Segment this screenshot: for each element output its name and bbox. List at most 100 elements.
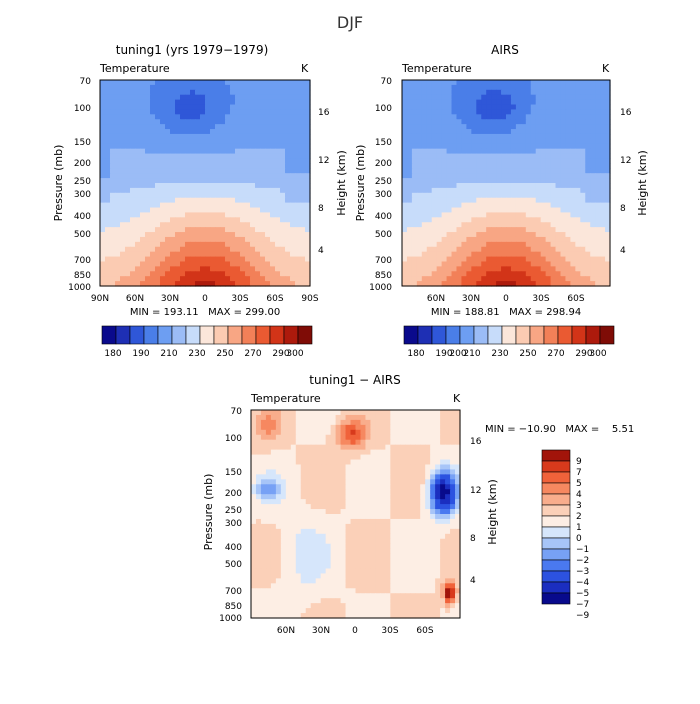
- field-cell: [135, 281, 141, 287]
- field-cell: [510, 148, 517, 155]
- field-cell: [466, 266, 472, 272]
- field-cell: [411, 261, 418, 267]
- field-cell: [431, 281, 438, 287]
- field-cell: [190, 104, 196, 111]
- colorbar-label: 270: [547, 349, 564, 359]
- field-cell: [265, 99, 271, 106]
- field-cell: [190, 276, 196, 282]
- field-cell: [390, 424, 396, 431]
- field-cell: [520, 99, 527, 106]
- field-cell: [450, 474, 456, 480]
- field-cell: [300, 410, 307, 416]
- field-cell: [496, 173, 502, 179]
- field-cell: [486, 168, 492, 174]
- field-cell: [130, 80, 136, 86]
- field-cell: [605, 99, 611, 106]
- field-cell: [155, 202, 161, 209]
- field-cell: [595, 276, 601, 282]
- field-cell: [210, 261, 216, 267]
- field-cell: [185, 217, 191, 223]
- field-cell: [235, 89, 241, 96]
- field-cell: [210, 163, 216, 169]
- field-cell: [110, 143, 116, 150]
- field-cell: [130, 236, 136, 243]
- field-cell: [375, 563, 381, 570]
- field-cell: [605, 80, 611, 86]
- field-cell: [185, 163, 191, 169]
- field-cell: [195, 241, 201, 248]
- field-cell: [570, 276, 576, 282]
- field-cell: [506, 187, 512, 194]
- field-cell: [585, 232, 591, 238]
- field-cell: [340, 459, 347, 466]
- field-cell: [240, 217, 246, 223]
- field-cell: [285, 251, 291, 258]
- field-cell: [300, 158, 306, 164]
- field-cell: [525, 197, 532, 204]
- field-cell: [565, 232, 571, 238]
- field-cell: [305, 89, 311, 96]
- field-cell: [100, 241, 106, 248]
- field-cell: [446, 207, 453, 214]
- field-cell: [200, 197, 206, 204]
- field-cell: [130, 129, 136, 135]
- field-cell: [365, 414, 372, 421]
- field-cell: [185, 222, 191, 228]
- field-cell: [305, 518, 312, 525]
- field-cell: [185, 197, 191, 204]
- field-cell: [486, 178, 492, 184]
- field-cell: [585, 138, 591, 145]
- field-cell: [402, 163, 408, 169]
- field-cell: [205, 178, 211, 184]
- field-cell: [501, 138, 507, 145]
- field-cell: [491, 148, 497, 155]
- field-cell: [265, 94, 271, 101]
- field-cell: [501, 143, 507, 150]
- field-cell: [456, 251, 463, 258]
- field-cell: [461, 173, 467, 179]
- field-cell: [280, 469, 287, 475]
- field-cell: [370, 459, 377, 466]
- field-cell: [290, 217, 296, 223]
- field-cell: [496, 148, 502, 155]
- field-cell: [115, 124, 121, 130]
- field-cell: [265, 489, 272, 495]
- field-cell: [290, 183, 296, 189]
- field-cell: [441, 217, 448, 223]
- field-cell: [105, 207, 111, 214]
- field-cell: [535, 148, 542, 155]
- field-cell: [530, 148, 537, 155]
- field-cell: [525, 158, 532, 164]
- field-cell: [290, 207, 296, 214]
- field-cell: [476, 124, 482, 130]
- field-cell: [115, 217, 121, 223]
- height-tick-label: 4: [318, 246, 324, 256]
- field-cell: [290, 109, 296, 115]
- field-cell: [251, 528, 257, 535]
- field-cell: [400, 553, 406, 560]
- field-cell: [190, 133, 196, 140]
- field-cell: [560, 276, 567, 282]
- field-cell: [185, 124, 191, 130]
- obs-height-ticks: 16 12 8 4: [620, 108, 632, 256]
- field-cell: [575, 129, 581, 135]
- field-cell: [515, 217, 522, 223]
- field-cell: [285, 454, 292, 461]
- field-cell: [190, 148, 196, 155]
- field-cell: [406, 80, 413, 86]
- field-cell: [110, 153, 116, 160]
- field-cell: [315, 509, 322, 515]
- field-cell: [395, 479, 401, 485]
- field-cell: [300, 479, 307, 485]
- field-cell: [160, 143, 166, 150]
- field-cell: [570, 89, 576, 96]
- field-cell: [405, 439, 411, 446]
- field-cell: [310, 459, 317, 466]
- field-cell: [130, 178, 136, 184]
- field-cell: [456, 109, 463, 115]
- field-cell: [360, 464, 367, 471]
- field-cell: [491, 94, 497, 101]
- field-cell: [481, 266, 487, 272]
- field-cell: [466, 241, 472, 248]
- field-cell: [175, 197, 181, 204]
